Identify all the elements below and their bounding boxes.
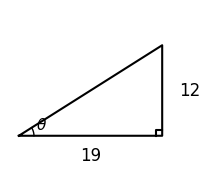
Text: 12: 12 xyxy=(179,81,200,100)
Text: θ: θ xyxy=(36,118,46,133)
Text: 19: 19 xyxy=(80,147,101,165)
